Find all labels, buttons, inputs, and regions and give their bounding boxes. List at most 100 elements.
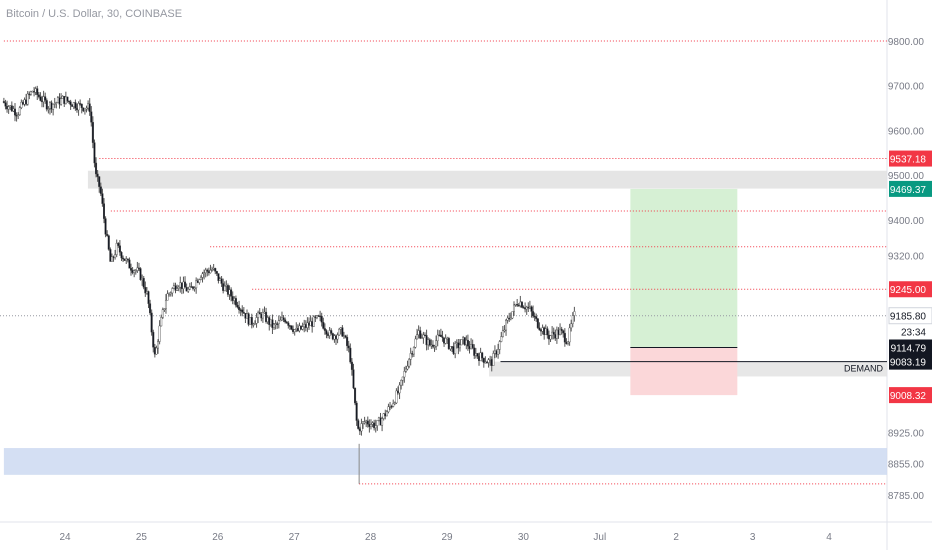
long-position-profit-zone[interactable]: [630, 188, 738, 348]
candle: [31, 91, 34, 93]
candle: [61, 96, 64, 99]
candle: [17, 114, 20, 116]
candle: [184, 281, 187, 288]
candle: [573, 311, 576, 316]
candle: [485, 361, 488, 364]
candle: [406, 365, 409, 370]
candle: [260, 313, 263, 319]
candle: [219, 278, 222, 281]
candle: [301, 326, 304, 330]
candle: [2, 101, 5, 103]
candle: [33, 91, 36, 93]
candle: [109, 249, 112, 262]
x-tick-label: 30: [518, 532, 530, 543]
candle: [211, 269, 214, 271]
countdown-bg: [889, 324, 932, 339]
candle: [303, 324, 306, 327]
candle: [519, 301, 522, 306]
candle: [522, 307, 525, 309]
candle: [223, 285, 226, 291]
candle: [198, 279, 201, 283]
candle: [226, 285, 229, 295]
candle: [236, 304, 239, 308]
candle: [298, 325, 301, 332]
candle: [338, 329, 341, 336]
candle: [268, 317, 271, 325]
candle: [317, 315, 320, 317]
candle: [341, 327, 344, 337]
candle: [71, 104, 74, 107]
candle: [75, 108, 78, 111]
candle: [451, 346, 454, 348]
x-tick-label: 25: [136, 532, 148, 543]
candle: [153, 347, 156, 355]
candle: [517, 304, 520, 307]
candle: [571, 315, 574, 324]
candle: [107, 235, 110, 250]
candle: [296, 328, 299, 332]
candle: [114, 254, 117, 258]
candle: [282, 317, 285, 320]
candle: [500, 336, 503, 342]
candle: [552, 331, 555, 335]
price-tag-text: 9114.79: [891, 343, 927, 354]
candle: [280, 317, 283, 321]
candle: [325, 330, 328, 335]
candle: [508, 317, 511, 320]
candle: [403, 371, 406, 378]
candle: [435, 340, 438, 347]
candle: [179, 282, 182, 288]
candle: [441, 336, 444, 338]
candle: [408, 359, 411, 367]
candle: [346, 336, 349, 347]
candle: [516, 304, 519, 306]
x-tick-label: 29: [441, 532, 453, 543]
candle: [21, 102, 24, 105]
y-tick-label: 9800.00: [888, 37, 925, 48]
candle: [285, 321, 288, 324]
candle: [498, 341, 501, 350]
candle: [90, 111, 93, 123]
candle: [44, 96, 47, 101]
candle: [255, 317, 258, 324]
candle: [45, 100, 48, 110]
candle: [384, 413, 387, 417]
candle: [366, 420, 369, 425]
candle: [171, 288, 174, 294]
y-tick-label: 9700.00: [888, 82, 925, 93]
candle: [365, 420, 368, 423]
candle: [174, 285, 177, 291]
candle: [261, 312, 264, 319]
candle: [55, 102, 58, 104]
candle: [400, 380, 403, 386]
price-tag-9537.18: [889, 150, 932, 167]
candle: [48, 102, 51, 109]
candle: [342, 335, 345, 338]
x-tick-label: Jul: [593, 532, 606, 543]
candle: [290, 325, 293, 330]
candle: [172, 285, 175, 289]
candle: [149, 303, 152, 314]
candle: [130, 268, 133, 271]
candle: [323, 328, 326, 331]
candle: [152, 331, 155, 348]
candle: [292, 328, 295, 333]
candle: [395, 390, 398, 404]
y-tick-label: 9500.00: [888, 171, 925, 182]
candle: [446, 338, 449, 340]
candle: [385, 411, 388, 417]
candle: [157, 341, 160, 349]
candle: [568, 327, 571, 343]
candle: [333, 335, 336, 340]
candle: [463, 337, 466, 346]
price-tag-text: 9083.19: [890, 358, 927, 369]
candle: [144, 287, 147, 294]
x-tick-label: 3: [750, 532, 756, 543]
candle: [287, 322, 290, 326]
candle: [164, 299, 167, 309]
candle: [271, 319, 274, 329]
long-position-stop-zone[interactable]: [630, 347, 738, 396]
candle: [147, 291, 150, 304]
candle: [137, 267, 140, 270]
